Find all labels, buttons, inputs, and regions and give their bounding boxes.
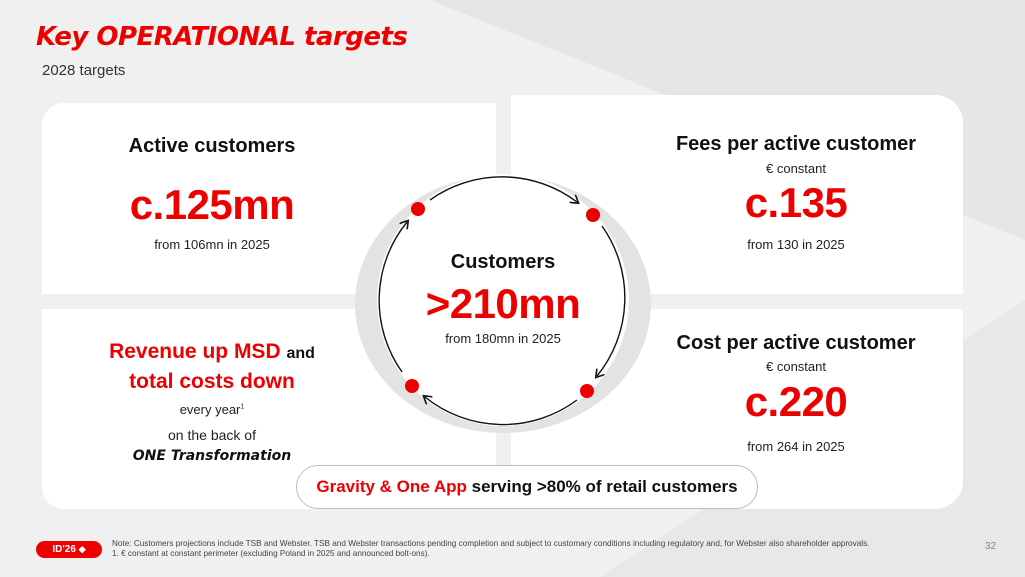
cycle-arrow-top xyxy=(429,176,577,202)
cycle-arrow-bottom xyxy=(425,397,578,426)
footnote: Note: Customers projections include TSB … xyxy=(112,539,972,559)
center-from: from 180mn in 2025 xyxy=(445,331,561,346)
active-customers-from: from 106mn in 2025 xyxy=(154,237,270,252)
center-heading: Customers xyxy=(450,251,556,273)
page-title: Key OPERATIONAL targets xyxy=(36,22,408,52)
fees-heading: Fees per active customer xyxy=(675,133,917,155)
logo-text: ID'26 xyxy=(52,544,76,555)
gravity-rest-text: serving >80% of retail customers xyxy=(471,477,738,496)
cost-value: c.220 xyxy=(744,378,848,425)
revenue-up-text: Revenue up MSD xyxy=(109,340,281,363)
fees-value: c.135 xyxy=(744,179,848,226)
footnote-line-2: 1. € constant at constant perimeter (exc… xyxy=(112,549,430,558)
gravity-red-text: Gravity & One App xyxy=(316,477,467,496)
footnote-mark: 1 xyxy=(240,403,245,411)
costs-down-text: total costs down xyxy=(129,370,295,393)
cycle-dot-bottom-left xyxy=(405,379,419,393)
and-text: and xyxy=(286,345,315,362)
cycle-dot-top-left xyxy=(411,202,425,216)
active-customers-heading: Active customers xyxy=(128,135,296,157)
id26-logo: ID'26 ◆ xyxy=(36,541,102,558)
cost-heading: Cost per active customer xyxy=(676,332,916,354)
page-number: 32 xyxy=(985,541,997,552)
on-the-back-text: on the back of xyxy=(168,427,256,443)
one-transformation-text: ONE Transformation xyxy=(132,448,292,464)
cycle-dot-bottom-right xyxy=(580,384,594,398)
fees-unit: € constant xyxy=(766,161,826,176)
cycle-arrow-right xyxy=(597,225,626,376)
page-subtitle: 2028 targets xyxy=(42,62,126,79)
cycle-arrows-diagram xyxy=(378,176,626,426)
every-year-text: every year xyxy=(179,402,241,417)
fees-from: from 130 in 2025 xyxy=(747,237,845,252)
cycle-arrow-left xyxy=(378,222,407,373)
gravity-pill: Gravity & One App serving >80% of retail… xyxy=(296,465,758,509)
active-customers-value: c.125mn xyxy=(129,181,295,228)
cost-unit: € constant xyxy=(766,359,826,374)
every-year-line: every year1 xyxy=(42,402,382,417)
flame-icon: ◆ xyxy=(78,544,86,554)
center-value: >210mn xyxy=(425,280,581,327)
cycle-dot-top-right xyxy=(586,208,600,222)
cost-from: from 264 in 2025 xyxy=(747,439,845,454)
footnote-line-1: Note: Customers projections include TSB … xyxy=(112,539,870,548)
revenue-line: Revenue up MSD and xyxy=(42,340,382,364)
